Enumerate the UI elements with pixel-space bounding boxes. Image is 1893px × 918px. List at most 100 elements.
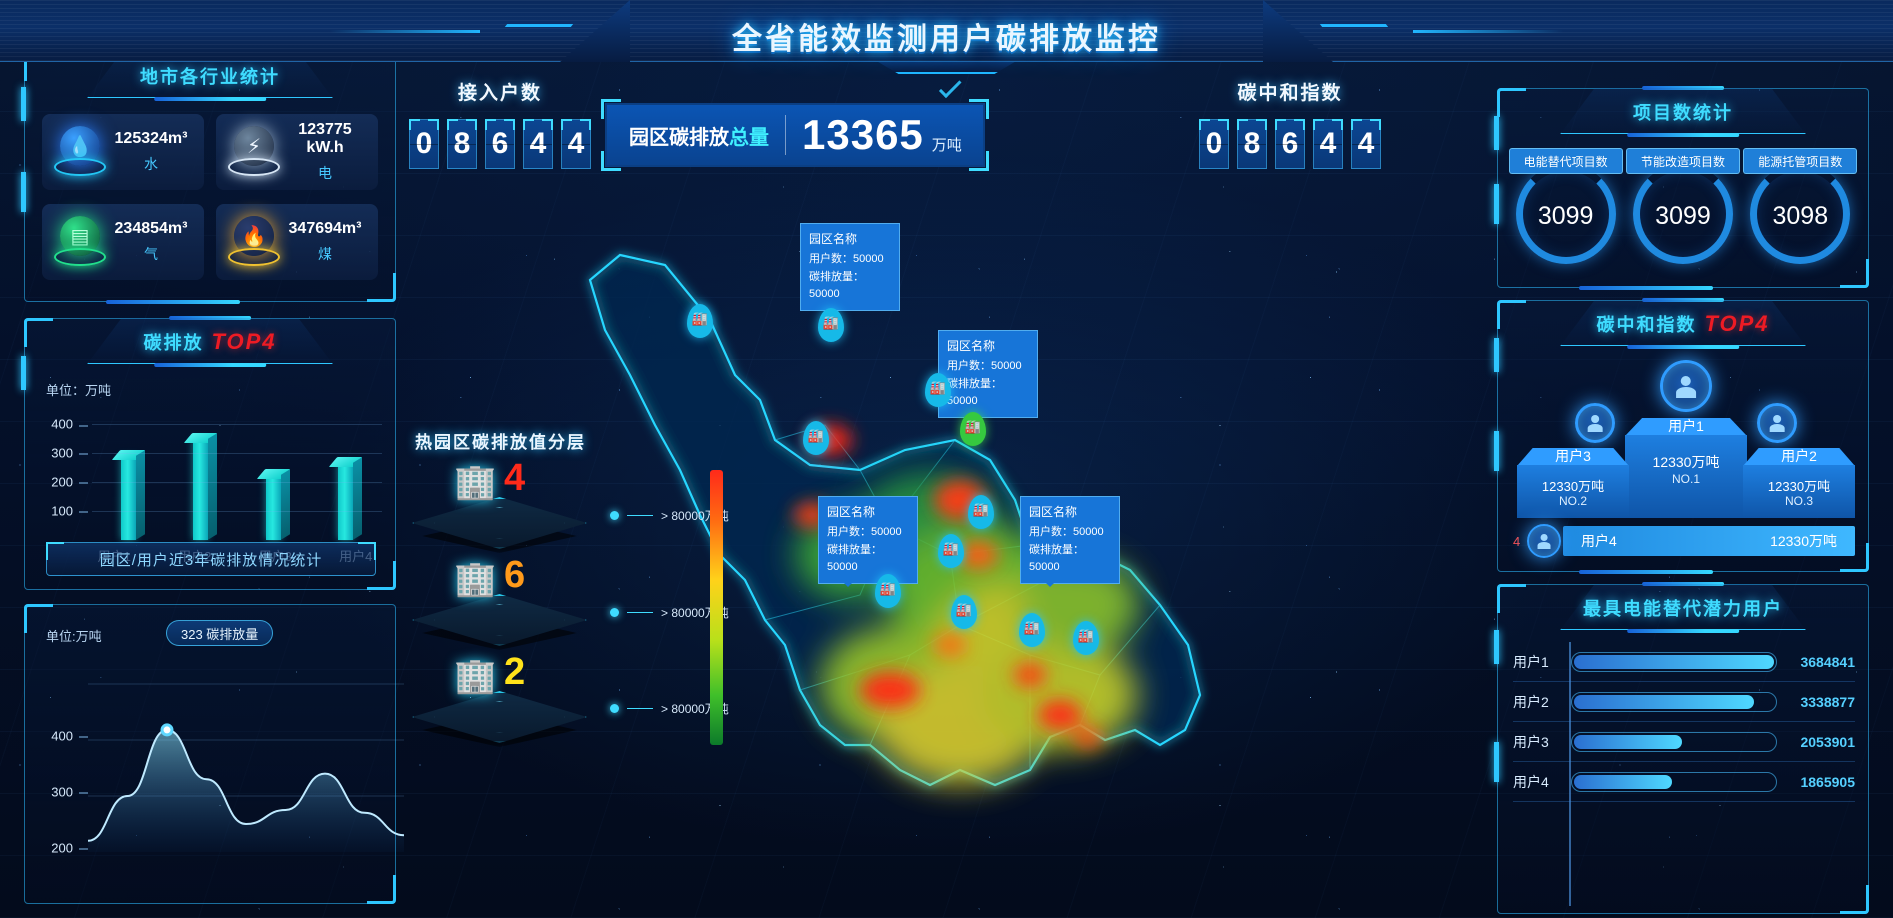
building-icon: 🏢 bbox=[454, 463, 497, 501]
panel-tick-decoration bbox=[1494, 630, 1499, 665]
progress-fill bbox=[1574, 734, 1683, 749]
axis-line bbox=[1569, 642, 1571, 906]
bar bbox=[329, 457, 363, 540]
counter-digit: 8 bbox=[1237, 119, 1267, 169]
user-name: 用户2 bbox=[1513, 693, 1549, 710]
map-pin-park[interactable]: 🏭 bbox=[803, 421, 829, 455]
three-year-stats-button[interactable]: 园区/用户近3年碳排放情况统计 bbox=[46, 542, 376, 576]
projects-panel-title: 项目数统计 bbox=[1633, 103, 1733, 123]
gauge-energy-hosting[interactable]: 3098 能源托管项目数 bbox=[1743, 148, 1858, 266]
map-pin-park[interactable]: 🏭 bbox=[960, 412, 986, 446]
bar-chart-plot-area: 400 300 200 100 bbox=[42, 410, 382, 540]
map-pin-park[interactable]: 🏭 bbox=[951, 595, 977, 629]
panel-tick-decoration bbox=[1494, 430, 1499, 471]
industry-stat-grid: 💧 125324m³ 水 ⚡ 123775 kW.h 电 ▤ bbox=[42, 114, 378, 280]
map-pin-park[interactable]: 🏭 bbox=[818, 308, 844, 342]
industry-stats-panel: 地市各行业统计 💧 125324m³ 水 ⚡ 123775 kW.h 电 bbox=[21, 50, 396, 304]
water-drop-icon: 💧 bbox=[52, 124, 108, 180]
stat-label: 煤 bbox=[318, 246, 332, 262]
project-count-panel: 项目数统计 3099 电能替代项目数 3099 节能改造项目数 3098 能源托… bbox=[1494, 86, 1869, 290]
gauge-electric-substitution[interactable]: 3099 电能替代项目数 bbox=[1508, 148, 1623, 266]
total-emission-unit: 万吨 bbox=[931, 137, 962, 154]
gauge-energy-saving-retrofit[interactable]: 3099 节能改造项目数 bbox=[1625, 148, 1740, 266]
divider bbox=[785, 115, 786, 155]
map-pin-park[interactable]: 🏭 bbox=[687, 304, 713, 338]
park-tooltip-1[interactable]: 园区名称 用户数：50000 碳排放量：50000 bbox=[800, 223, 900, 314]
user-name: 用户1 bbox=[1513, 653, 1549, 670]
rank4-name: 用户4 bbox=[1581, 533, 1617, 549]
heatmap-map-area[interactable]: 热园区碳排放值分层 🏢 4 > 80000万吨 🏢 6 > 80000万吨 🏢 … bbox=[412, 223, 1220, 915]
bar-column[interactable] bbox=[105, 410, 151, 540]
counter-digit: 8 bbox=[447, 119, 477, 169]
y-tick-label: 300 bbox=[51, 785, 88, 800]
podium-rank1[interactable]: 用户1 12330万吨 NO.1 bbox=[1625, 418, 1747, 518]
chevron-down-icon bbox=[938, 75, 962, 99]
bar-column[interactable] bbox=[323, 410, 369, 540]
counter-digit: 4 bbox=[561, 119, 591, 169]
map-pin-park[interactable]: 🏭 bbox=[968, 495, 994, 529]
bar-column[interactable] bbox=[178, 410, 224, 540]
map-pin-park[interactable]: 🏭 bbox=[1019, 613, 1045, 647]
gauge-label: 能源托管项目数 bbox=[1743, 148, 1858, 174]
map-pin-park[interactable]: 🏭 bbox=[938, 534, 964, 568]
progress-fill bbox=[1574, 774, 1672, 789]
y-tick-label: 400 bbox=[51, 417, 88, 432]
bar-column[interactable] bbox=[250, 410, 296, 540]
stat-card-gas[interactable]: ▤ 234854m³ 气 bbox=[42, 204, 204, 280]
counter-digit: 0 bbox=[1199, 119, 1229, 169]
avatar-rank2[interactable] bbox=[1757, 403, 1797, 443]
potential-user-row[interactable]: 用户3 2053901 bbox=[1513, 722, 1855, 762]
bar-chart-y-axis: 400 300 200 100 bbox=[42, 410, 88, 540]
map-pin-park[interactable]: 🏭 bbox=[1073, 621, 1099, 655]
potential-user-row[interactable]: 用户4 1865905 bbox=[1513, 762, 1855, 802]
podium-rank: NO.1 bbox=[1671, 472, 1700, 486]
map-pin-park[interactable]: 🏭 bbox=[925, 373, 951, 407]
heat-layer-2[interactable]: 🏢 6 bbox=[412, 556, 587, 658]
y-tick-label: 300 bbox=[51, 446, 88, 461]
panel-bottom-accent bbox=[105, 300, 240, 304]
bar-panel-title: 碳排放 TOP4 bbox=[143, 329, 277, 354]
heat-layer-3[interactable]: 🏢 2 bbox=[412, 653, 587, 755]
stat-card-electricity[interactable]: ⚡ 123775 kW.h 电 bbox=[216, 114, 378, 190]
counter-label: 接入户数 bbox=[457, 83, 542, 104]
layer-count: 2 bbox=[504, 651, 526, 693]
panel-header bbox=[1497, 582, 1869, 636]
map-pin-park[interactable]: 🏭 bbox=[875, 574, 901, 608]
stat-card-coal[interactable]: 🔥 347694m³ 煤 bbox=[216, 204, 378, 280]
avatar-rank4[interactable] bbox=[1527, 524, 1561, 558]
flame-icon: 🔥 bbox=[226, 214, 282, 270]
counter-digit: 0 bbox=[409, 119, 439, 169]
avatar-rank1[interactable] bbox=[1660, 360, 1712, 412]
podium-row-rank4[interactable]: 4 用户4 12330万吨 bbox=[1513, 524, 1855, 558]
podium-rank2[interactable]: 用户2 12330万吨 NO.3 bbox=[1743, 448, 1855, 518]
park-tooltip-3[interactable]: 园区名称 用户数：50000 碳排放量：50000 bbox=[818, 496, 918, 587]
panel-frame bbox=[1497, 584, 1869, 914]
avatar-rank3[interactable] bbox=[1575, 403, 1615, 443]
potential-user-row[interactable]: 用户1 3684841 bbox=[1513, 642, 1855, 682]
grid-line bbox=[92, 482, 382, 484]
potential-user-row[interactable]: 用户2 3338877 bbox=[1513, 682, 1855, 722]
total-emission-value: 13365 bbox=[802, 111, 924, 158]
bar-chart-bars bbox=[92, 410, 382, 540]
three-year-trend-panel: 单位:万吨 323 碳排放量 400 300 200 bbox=[24, 604, 404, 904]
panel-frame bbox=[24, 604, 396, 904]
gauge-value: 3099 bbox=[1655, 202, 1711, 230]
podium-rank3[interactable]: 用户3 12330万吨 NO.2 bbox=[1517, 448, 1629, 518]
heat-color-scale-bar bbox=[710, 470, 723, 745]
line-chart-tooltip-tag: 323 碳排放量 bbox=[166, 620, 274, 646]
podium-value: 12330万吨 bbox=[1652, 454, 1720, 470]
top4-badge: TOP4 bbox=[1704, 311, 1770, 336]
heat-layer-1[interactable]: 🏢 4 bbox=[412, 459, 587, 561]
user-value: 2053901 bbox=[1800, 733, 1855, 750]
grid-line bbox=[92, 511, 382, 513]
building-icon: 🏢 bbox=[454, 560, 497, 598]
stat-card-water[interactable]: 💧 125324m³ 水 bbox=[42, 114, 204, 190]
stat-label: 电 bbox=[318, 165, 332, 181]
park-tooltip-4[interactable]: 园区名称 用户数：50000 碳排放量：50000 bbox=[1020, 496, 1120, 587]
project-gauges: 3099 电能替代项目数 3099 节能改造项目数 3098 能源托管项目数 bbox=[1507, 148, 1859, 266]
gas-canister-icon: ▤ bbox=[52, 214, 108, 270]
park-tooltip-2[interactable]: 园区名称 用户数：50000 碳排放量：50000 bbox=[938, 330, 1038, 421]
user-value: 3684841 bbox=[1800, 653, 1855, 670]
